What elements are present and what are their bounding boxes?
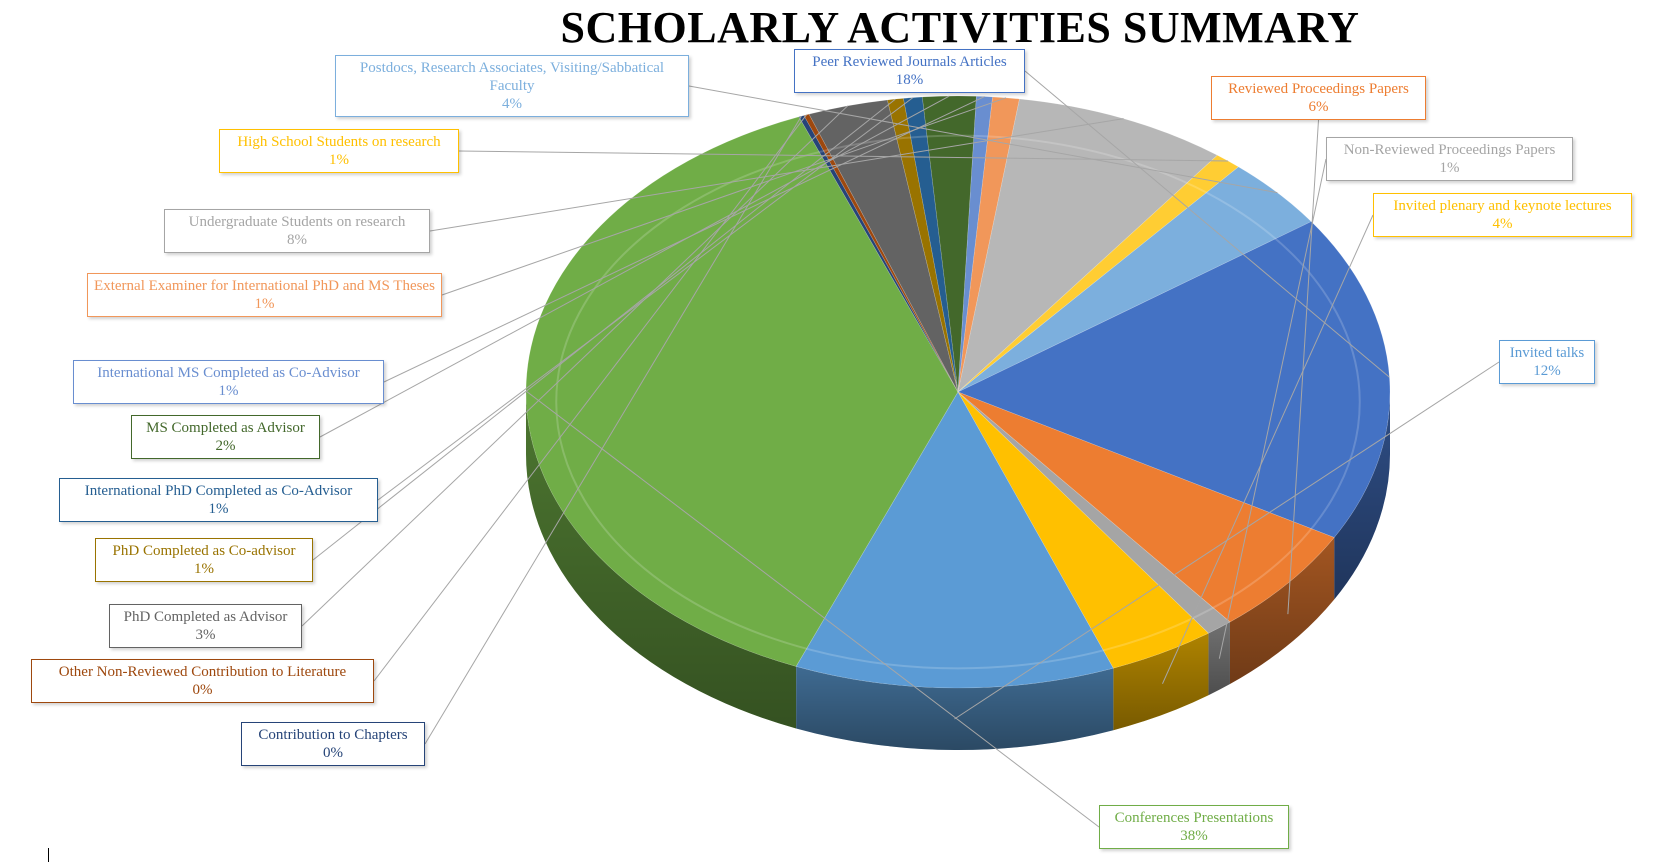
- data-label-percent: 38%: [1180, 828, 1208, 844]
- leader-line: [525, 390, 1100, 828]
- data-label: Contribution to Chapters 0%: [241, 722, 425, 766]
- leader-line: [429, 118, 1124, 232]
- data-label: MS Completed as Advisor 2%: [131, 415, 320, 459]
- text-cursor: [48, 848, 49, 862]
- data-label-name: High School Students on research: [237, 134, 441, 150]
- data-label-name: Conferences Presentations: [1114, 810, 1274, 826]
- data-label: International PhD Completed as Co-Adviso…: [59, 478, 378, 522]
- data-label-percent: 12%: [1533, 363, 1561, 379]
- slice-side-shade-0-0: [526, 392, 797, 729]
- data-label: International MS Completed as Co-Advisor…: [73, 360, 384, 404]
- pie-slice-6: [921, 95, 977, 393]
- pie-slice-15: [957, 391, 1209, 669]
- data-label-percent: 6%: [1308, 99, 1329, 115]
- slice-side-shade-16-0: [796, 666, 1114, 750]
- data-label: Postdocs, Research Associates, Visiting/…: [335, 55, 689, 117]
- data-label-name: Reviewed Proceedings Papers: [1228, 81, 1409, 97]
- data-label-name: International PhD Completed as Co-Adviso…: [84, 483, 353, 499]
- pie-slice-16: [795, 391, 1114, 689]
- data-label: Conferences Presentations 38%: [1099, 805, 1289, 849]
- data-label: Invited talks 12%: [1499, 340, 1595, 384]
- leader-line: [377, 97, 914, 501]
- data-label-name: Postdocs, Research Associates, Visiting/…: [359, 60, 665, 94]
- data-label-percent: 0%: [192, 682, 213, 698]
- leader-line: [383, 96, 985, 383]
- data-label: Invited plenary and keynote lectures 4%: [1373, 193, 1632, 237]
- chart-title: SCHOLARLY ACTIVITIES SUMMARY: [560, 3, 1360, 52]
- data-label: High School Students on research 1%: [219, 129, 459, 173]
- pie-slice-8: [957, 96, 1020, 393]
- data-label-percent: 1%: [218, 383, 239, 399]
- leader-line: [1024, 70, 1390, 378]
- data-label: External Examiner for International PhD …: [87, 273, 442, 317]
- data-label-name: MS Completed as Advisor: [146, 420, 305, 436]
- slice-side-shade-15-0: [1113, 633, 1209, 731]
- leader-line: [319, 95, 950, 438]
- data-label-name: Peer Reviewed Journals Articles: [812, 54, 1007, 70]
- data-label-name: Contribution to Chapters: [258, 727, 408, 743]
- data-label-percent: 1%: [329, 152, 349, 168]
- leader-line: [458, 150, 1229, 162]
- data-label-name: Other Non-Reviewed Contribution to Liter…: [58, 664, 347, 680]
- leader-line: [1218, 158, 1327, 659]
- leader-line: [954, 361, 1500, 720]
- data-label-name: Invited plenary and keynote lectures: [1393, 198, 1612, 214]
- pie-slice-5: [903, 96, 959, 393]
- data-label: Other Non-Reviewed Contribution to Liter…: [31, 659, 374, 703]
- data-label-name: Undergraduate Students on research: [188, 214, 406, 230]
- data-label-percent: 4%: [1492, 216, 1513, 232]
- data-label-percent: 1%: [254, 296, 275, 312]
- pie-slices: [525, 95, 1391, 689]
- data-label-name: PhD Completed as Co-advisor: [112, 543, 296, 559]
- data-label: Reviewed Proceedings Papers 6%: [1211, 76, 1426, 120]
- data-label-name: International MS Completed as Co-Advisor: [97, 365, 360, 381]
- leader-line: [424, 115, 802, 745]
- leader-lines: [301, 70, 1500, 828]
- data-label: Undergraduate Students on research 8%: [164, 209, 430, 253]
- data-label-percent: 3%: [195, 627, 216, 643]
- data-label: Non-Reviewed Proceedings Papers 1%: [1326, 137, 1573, 181]
- data-label-percent: 1%: [1439, 160, 1460, 176]
- data-label-percent: 18%: [895, 72, 924, 88]
- data-label-percent: 1%: [208, 501, 229, 517]
- leader-line: [1162, 214, 1374, 684]
- data-label-percent: 2%: [215, 438, 236, 454]
- data-label-percent: 1%: [194, 561, 214, 577]
- data-label: PhD Completed as Co-advisor 1%: [95, 538, 313, 582]
- data-label-name: Invited talks: [1509, 345, 1585, 361]
- data-label-percent: 8%: [287, 232, 307, 248]
- data-label-name: PhD Completed as Advisor: [123, 609, 288, 625]
- slice-side-shade-12-0: [1334, 392, 1390, 600]
- data-label-percent: 0%: [323, 745, 343, 761]
- pie-slice-2: [803, 113, 959, 393]
- data-label: Peer Reviewed Journals Articles 18%: [794, 49, 1025, 93]
- leader-line: [301, 105, 849, 627]
- pie-highlight: [555, 134, 1361, 670]
- data-label-percent: 4%: [502, 96, 522, 112]
- data-label-name: Non-Reviewed Proceedings Papers: [1343, 142, 1556, 158]
- data-label-name: External Examiner for International PhD …: [94, 278, 435, 294]
- pie-sides: [526, 392, 1390, 750]
- data-label: PhD Completed as Advisor 3%: [109, 604, 302, 648]
- pie-slice-13: [957, 391, 1335, 623]
- leader-line: [373, 114, 807, 682]
- pie-slice-14: [957, 391, 1231, 634]
- leader-line: [441, 97, 1007, 296]
- leader-line: [688, 85, 1278, 194]
- leader-line: [1287, 119, 1319, 615]
- slice-side-shade-13-0: [1229, 537, 1335, 684]
- pie-slice-1: [798, 115, 959, 393]
